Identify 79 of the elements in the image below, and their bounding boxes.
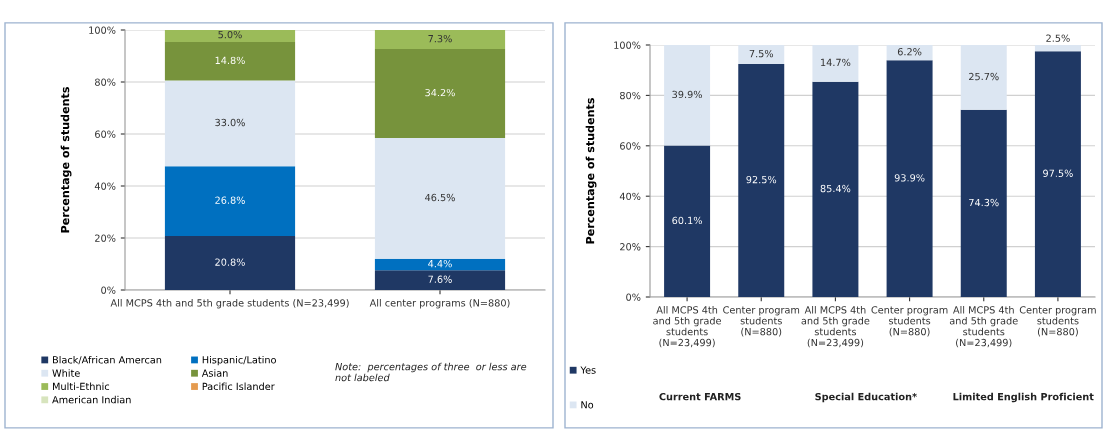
x-tick-label: All MCPS 4th and 5th grade students (N=23,499) <box>801 306 870 348</box>
data-label: 74.3% <box>969 198 999 207</box>
bar <box>812 45 859 82</box>
data-label: 4.4% <box>428 259 452 268</box>
y-tick-label: 0% <box>101 286 116 294</box>
y-tick-label: 20% <box>620 243 641 251</box>
y-tick-label: 60% <box>620 142 641 150</box>
bar <box>164 30 296 42</box>
y-tick-label: 100% <box>89 26 116 34</box>
bar <box>960 45 1007 110</box>
text: Note: percentages of three or less are not labeled <box>335 362 527 382</box>
bar <box>164 41 296 81</box>
x-tick-label: All MCPS 4th and 5th grade students (N=23,499) <box>110 299 349 309</box>
data-label: 93.9% <box>894 174 925 182</box>
y-axis-title: Percentage of students <box>585 98 597 244</box>
legend-label: No <box>581 401 594 409</box>
legend-label: Asian <box>201 369 228 377</box>
data-label: 39.9% <box>672 90 702 99</box>
legend-label: White <box>52 369 80 377</box>
data-label: 2.5% <box>1046 34 1070 42</box>
data-label: 85.4% <box>820 184 851 193</box>
data-label: 6.2% <box>897 48 922 56</box>
y-tick-label: 40% <box>94 182 116 190</box>
data-label: 60.1% <box>672 216 702 225</box>
y-tick-label: 80% <box>95 78 116 86</box>
data-label: 92.5% <box>746 175 777 184</box>
legend-label: Black/African Amercan <box>53 355 162 365</box>
bar <box>960 109 1007 297</box>
y-tick-label: 0% <box>626 293 641 301</box>
bar <box>164 235 296 290</box>
bar <box>374 137 506 259</box>
bar <box>738 63 785 297</box>
text: Current FARMS <box>659 392 741 401</box>
x-tick-label: All MCPS 4th and 5th grade students (N=23,499) <box>653 306 722 348</box>
bar <box>374 258 506 271</box>
data-label: 7.5% <box>749 49 774 58</box>
x-tick-label: Center program students (N=880) <box>871 306 948 337</box>
text: Special Education* <box>815 392 917 403</box>
bar <box>738 45 785 64</box>
bar <box>1034 51 1081 297</box>
bar <box>664 45 711 146</box>
bar <box>886 60 933 297</box>
x-tick-label: All MCPS 4th and 5th grade students (N=23,499) <box>949 306 1018 348</box>
legend-label: Hispanic/Latino <box>202 355 276 366</box>
legend-label: Pacific Islander <box>202 382 275 391</box>
y-tick-label: 40% <box>619 192 641 201</box>
bar <box>164 166 296 236</box>
y-tick-label: 60% <box>95 130 116 138</box>
data-label: 20.8% <box>215 258 245 266</box>
x-tick-label: All center programs (N=880) <box>369 299 510 309</box>
bar <box>812 81 859 297</box>
y-tick-label: 100% <box>614 41 641 49</box>
x-tick-label: Center program students (N=880) <box>1019 306 1096 337</box>
data-label: 33.0% <box>215 118 245 127</box>
text: Limited English Proficient <box>953 392 1094 403</box>
data-label: 7.6% <box>428 275 452 283</box>
legend-label: American Indian <box>52 395 131 404</box>
bar <box>1034 45 1081 52</box>
bar <box>886 45 933 61</box>
data-label: 5.0% <box>218 30 242 39</box>
y-axis-title: Percentage of students <box>60 87 72 233</box>
bar <box>374 270 506 290</box>
data-label: 26.8% <box>215 196 245 204</box>
bar <box>664 145 711 297</box>
data-label: 7.3% <box>428 34 452 43</box>
data-label: 25.7% <box>969 72 999 81</box>
bar <box>164 80 296 167</box>
x-tick-label: Center program students (N=880) <box>723 306 800 337</box>
y-tick-label: 20% <box>95 234 116 242</box>
y-tick-label: 80% <box>620 91 641 100</box>
bar <box>374 30 506 49</box>
legend-label: Multi-Ethnic <box>53 382 110 391</box>
data-label: 97.5% <box>1043 169 1073 177</box>
data-label: 46.5% <box>425 193 455 202</box>
data-label: 14.8% <box>215 56 245 65</box>
bar <box>374 48 506 138</box>
data-label: 14.7% <box>821 58 851 67</box>
legend-label: Yes <box>580 366 596 374</box>
data-label: 34.2% <box>425 88 455 97</box>
